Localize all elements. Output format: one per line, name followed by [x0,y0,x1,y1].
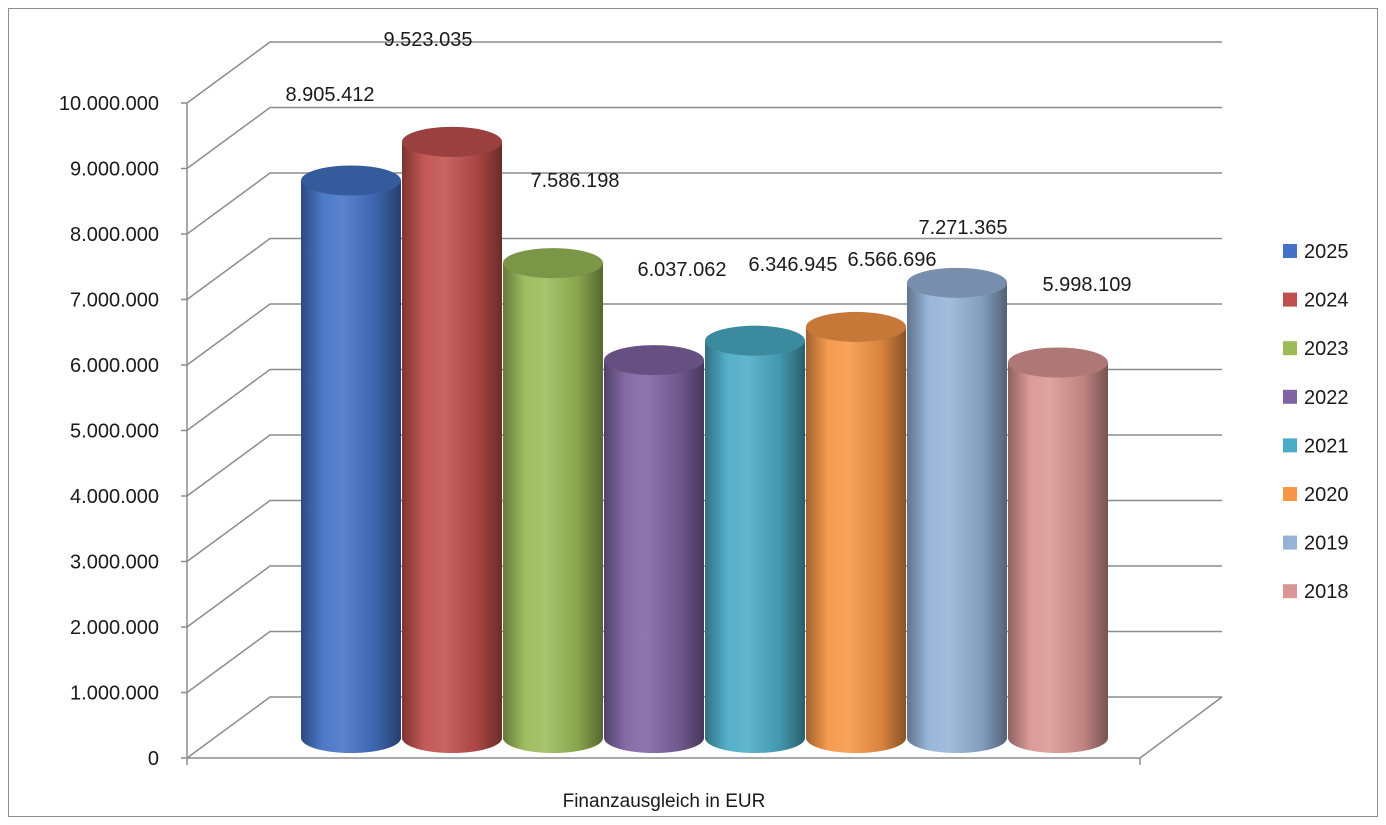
chart-frame [8,8,1378,817]
y-tick-label: 2.000.000 [70,617,159,639]
bar-2025 [301,165,401,753]
bar-2020 [806,311,906,753]
x-axis-label: Finanzausgleich in EUR [563,791,766,812]
legend-swatch [1283,535,1297,550]
cylinder-body [806,326,906,753]
y-tick-label: 8.000.000 [70,224,159,246]
legend-label: 2018 [1304,581,1349,603]
data-label: 6.346.945 [749,254,838,276]
data-label: 6.037.062 [638,259,727,281]
cylinder-top [503,248,603,279]
legend-swatch [1283,389,1297,404]
gridline [186,106,1222,170]
legend-item: 2019 [1283,533,1349,555]
gridline [186,172,1222,235]
y-tick-label: 3.000.000 [70,552,159,574]
legend-swatch [1283,584,1297,599]
cylinder-body [301,180,401,753]
legend-label: 2020 [1304,484,1349,506]
legend-item: 2022 [1283,387,1349,409]
bar-2021 [705,325,805,753]
legend-item: 2025 [1283,241,1349,263]
y-tick-label: 6.000.000 [70,355,159,377]
legend-item: 2024 [1283,290,1349,312]
cylinder-body [705,340,805,753]
cylinder-top [402,126,502,157]
legend-label: 2019 [1304,533,1349,555]
gridline [186,303,1222,366]
bar-2019 [907,267,1007,753]
cylinder-top [806,311,906,342]
legend-item: 2018 [1283,581,1349,603]
legend-label: 2023 [1304,338,1349,360]
legend-label: 2021 [1304,435,1349,457]
data-label: 5.998.109 [1043,274,1132,296]
y-tick-labels: 0 1.000.000 2.000.000 3.000.000 4.000.000 5.0… [59,93,159,770]
gridline [186,41,1222,104]
bars [301,126,1108,753]
data-label: 8.905.412 [286,84,375,106]
cylinder-top [301,165,401,196]
data-label: 7.586.198 [531,170,620,192]
legend-label: 2022 [1304,387,1349,409]
y-tick-label: 1.000.000 [70,683,159,705]
data-labels: 8.905.412 9.523.035 7.586.198 6.037.062 6.34… [286,29,1132,296]
y-tick-label: 9.000.000 [70,159,159,181]
legend-swatch [1283,438,1297,453]
legend-swatch [1283,341,1297,356]
legend-item: 2020 [1283,484,1349,506]
gridline [186,237,1222,301]
axes [181,102,1223,765]
legend-item: 2023 [1283,338,1349,360]
bar-2024 [402,126,502,753]
legend: 2025 2024 2023 2022 2021 2020 2019 2018 [1283,241,1349,603]
cylinder-body [604,360,704,753]
bar-2022 [604,345,704,753]
cylinder-top [705,325,805,356]
legend-label: 2024 [1304,290,1349,312]
cylinder-body [1008,362,1108,753]
legend-swatch [1283,292,1297,307]
cylinder-body [907,282,1007,753]
data-label: 6.566.696 [848,249,937,271]
y-tick-label: 0 [148,748,159,770]
cylinder-top [604,345,704,376]
bar-2023 [503,248,603,753]
legend-label: 2025 [1304,241,1349,263]
cylinder-top [1008,347,1108,378]
y-tick-label: 5.000.000 [70,421,159,443]
cylinder-top [907,267,1007,298]
data-label: 7.271.365 [919,217,1008,239]
data-label: 9.523.035 [384,29,473,51]
legend-item: 2021 [1283,435,1349,457]
cylinder-body [503,263,603,753]
legend-swatch [1283,487,1297,501]
bar-2018 [1008,347,1108,753]
y-tick-label: 4.000.000 [70,486,159,508]
y-tick-label: 7.000.000 [70,290,159,312]
legend-swatch [1283,244,1297,258]
cylinder-body [402,141,502,753]
y-tick-label: 10.000.000 [59,93,159,115]
